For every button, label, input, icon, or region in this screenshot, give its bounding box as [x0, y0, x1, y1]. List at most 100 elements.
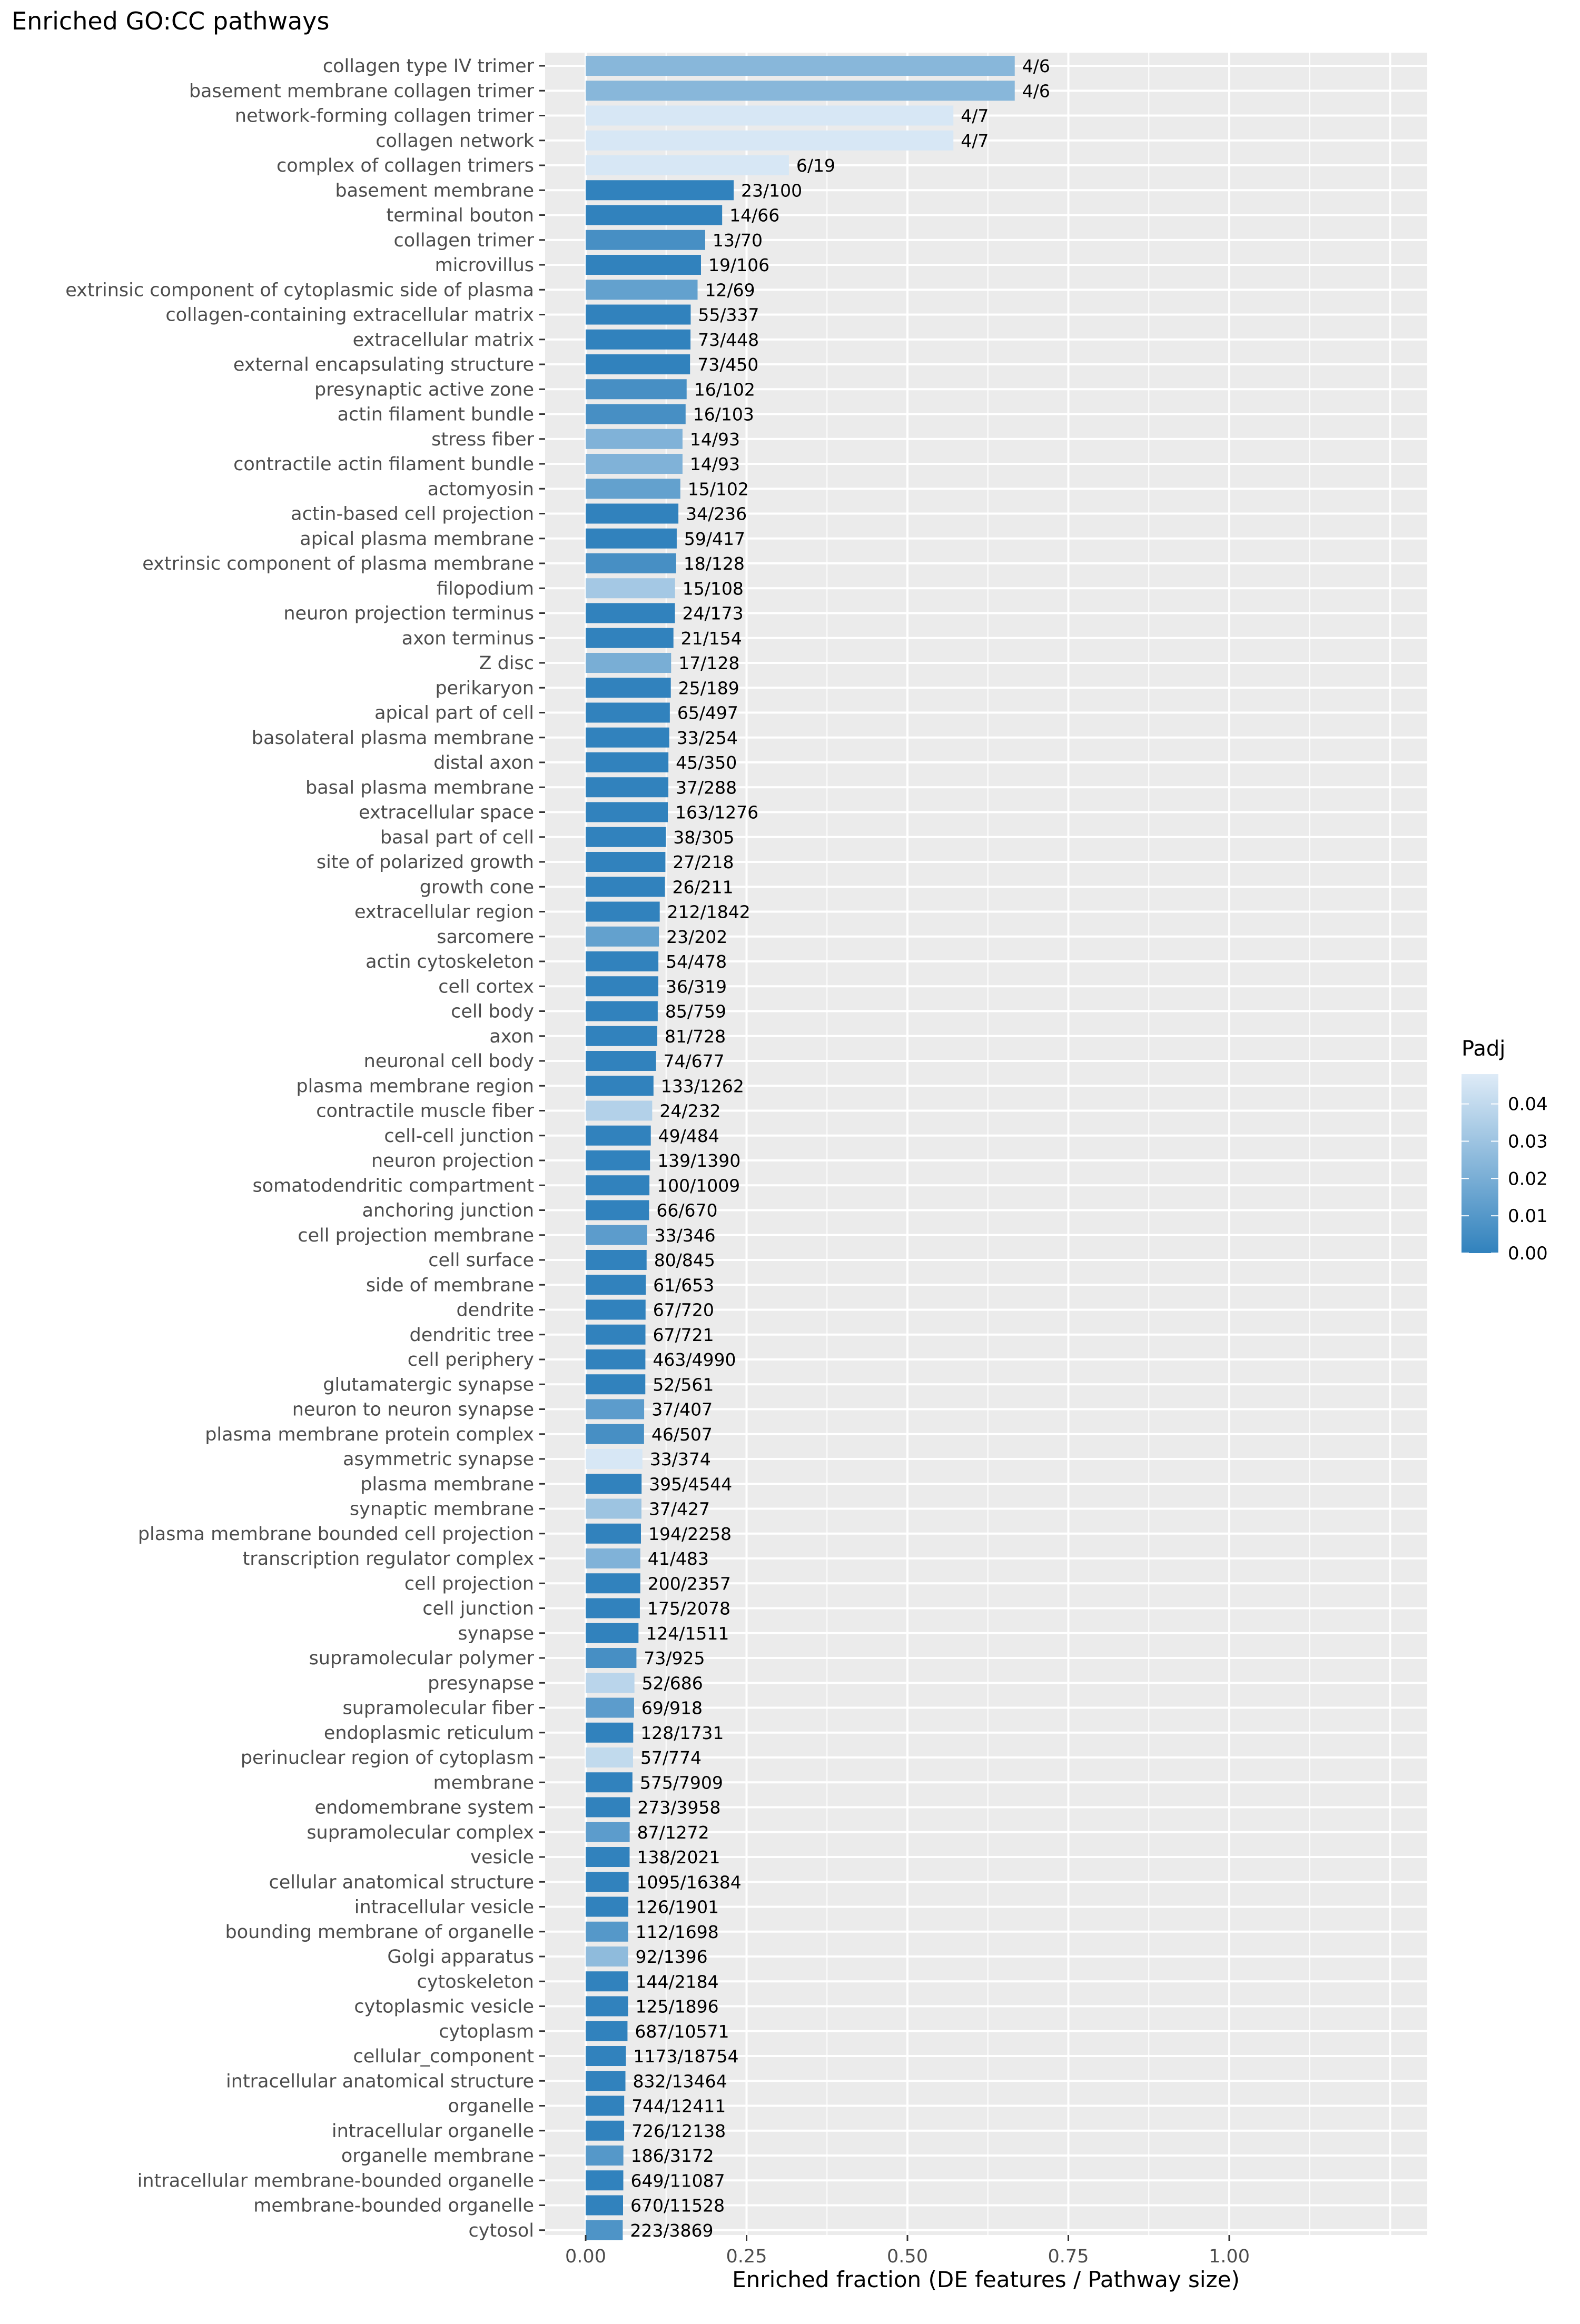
bar — [586, 1623, 639, 1643]
y-tick-label: cell projection membrane — [298, 1225, 534, 1246]
bar-label: 67/721 — [653, 1325, 714, 1345]
y-tick-label: neuronal cell body — [364, 1051, 534, 1072]
bar-label: 124/1511 — [646, 1623, 729, 1644]
bar-label: 67/720 — [653, 1300, 714, 1320]
bar-label: 273/3958 — [637, 1797, 720, 1818]
bar — [586, 379, 687, 400]
x-tick-label: 0.75 — [1048, 2246, 1089, 2267]
bar-label: 41/483 — [648, 1548, 709, 1569]
bar-label: 832/13464 — [633, 2071, 727, 2091]
bar — [586, 1374, 646, 1395]
bar — [586, 802, 668, 822]
y-tick-label: microvillus — [435, 255, 534, 276]
y-tick-label: perikaryon — [435, 678, 534, 699]
bar — [586, 976, 658, 997]
bar-label: 112/1698 — [636, 1922, 719, 1942]
legend-tick-label: 0.00 — [1508, 1243, 1548, 1264]
legend-ticks: 0.04 0.03 0.02 0.01 0.00 — [1461, 1094, 1548, 1264]
bar-label: 33/254 — [677, 728, 738, 748]
bar — [586, 727, 669, 748]
bar-label: 33/346 — [655, 1225, 716, 1246]
bar — [586, 1598, 640, 1618]
bar-label: 65/497 — [677, 703, 738, 723]
bar — [586, 1449, 643, 1469]
bar-label: 38/305 — [673, 827, 734, 848]
bar-label: 57/774 — [640, 1747, 702, 1768]
bar — [586, 2146, 624, 2166]
y-tick-label: sarcomere — [437, 927, 534, 948]
y-tick-label: extrinsic component of plasma membrane — [142, 553, 534, 574]
bar — [586, 2120, 625, 2141]
y-tick-label: neuron projection terminus — [283, 603, 534, 624]
bar-label: 194/2258 — [648, 1524, 732, 1544]
bar-label: 52/686 — [642, 1673, 703, 1693]
y-tick-label: dendritic tree — [410, 1325, 535, 1346]
bar-label: 24/173 — [682, 603, 743, 624]
bar-label: 744/12411 — [631, 2096, 726, 2117]
bar — [586, 329, 691, 350]
bar-label: 55/337 — [698, 305, 759, 325]
bar-label: 66/670 — [656, 1200, 717, 1221]
y-tick-label: extracellular space — [359, 802, 534, 823]
bar — [586, 1474, 642, 1494]
bar-label: 139/1390 — [657, 1150, 740, 1171]
bar — [586, 205, 723, 225]
bar-label: 36/319 — [666, 976, 727, 997]
bar-label: 212/1842 — [667, 902, 750, 922]
bar-label: 74/677 — [664, 1051, 725, 1071]
bar-label: 14/66 — [729, 205, 779, 226]
bar-label: 61/653 — [653, 1275, 714, 1295]
bar-label: 186/3172 — [631, 2146, 714, 2166]
y-tick-label: glutamatergic synapse — [323, 1374, 534, 1395]
x-tick-label: 0.00 — [565, 2246, 606, 2267]
bars — [586, 56, 1015, 2240]
bar — [586, 1797, 630, 1818]
legend: Padj 0.04 0.03 0.02 0.01 0.00 — [1461, 1037, 1548, 1264]
legend-tick-label: 0.03 — [1508, 1131, 1548, 1153]
bar-label: 200/2357 — [648, 1573, 731, 1594]
x-tick-label: 0.50 — [887, 2246, 928, 2267]
y-tick-label: membrane-bounded organelle — [253, 2196, 534, 2217]
bar-label: 45/350 — [676, 752, 737, 773]
bar — [586, 1648, 637, 1668]
bar-label: 463/4990 — [653, 1349, 736, 1370]
bar-labels: 4/6 4/6 4/7 4/7 6/19 23/100 14/66 13/70 19/106 12… — [630, 56, 1050, 2241]
y-tick-label: asymmetric synapse — [343, 1449, 534, 1470]
bar-label: 687/10571 — [635, 2021, 729, 2042]
bar-label: 27/218 — [673, 852, 734, 872]
bar — [586, 752, 669, 772]
bar — [586, 503, 679, 524]
y-tick-label: side of membrane — [366, 1275, 534, 1296]
bar — [586, 255, 701, 275]
y-tick-label: collagen type IV trimer — [323, 56, 535, 77]
bar-label: 223/3869 — [630, 2220, 713, 2241]
y-tick-label: supramolecular complex — [307, 1822, 534, 1843]
bar — [586, 2220, 623, 2240]
bar-label: 59/417 — [684, 529, 745, 549]
bar — [586, 180, 734, 201]
bar-label: 33/374 — [650, 1449, 711, 1469]
bar-label: 26/211 — [673, 877, 734, 897]
plot-panel — [545, 53, 1427, 2235]
bar-label: 17/128 — [678, 653, 739, 673]
y-tick-label: cell body — [451, 1001, 534, 1022]
y-tick-label: complex of collagen trimers — [276, 155, 534, 176]
bar — [586, 1275, 646, 1295]
y-tick-label: network-forming collagen trimer — [235, 106, 535, 127]
bar-label: 52/561 — [653, 1374, 714, 1395]
y-tick-label: apical plasma membrane — [300, 529, 534, 550]
bar — [586, 1175, 650, 1196]
y-tick-label: presynapse — [428, 1673, 534, 1694]
y-tick-label: extracellular matrix — [353, 330, 534, 351]
y-tick-label: collagen network — [376, 131, 534, 152]
legend-tick-label: 0.01 — [1508, 1206, 1548, 1227]
bar-label: 395/4544 — [649, 1474, 732, 1494]
y-tick-label: endomembrane system — [315, 1797, 535, 1819]
bar — [586, 553, 676, 573]
bar — [586, 1324, 646, 1345]
bar — [586, 1051, 656, 1071]
x-tick-label: 1.00 — [1209, 2246, 1250, 2267]
bar-label: 4/6 — [1022, 81, 1050, 101]
y-tick-label: cellular_component — [353, 2046, 534, 2067]
